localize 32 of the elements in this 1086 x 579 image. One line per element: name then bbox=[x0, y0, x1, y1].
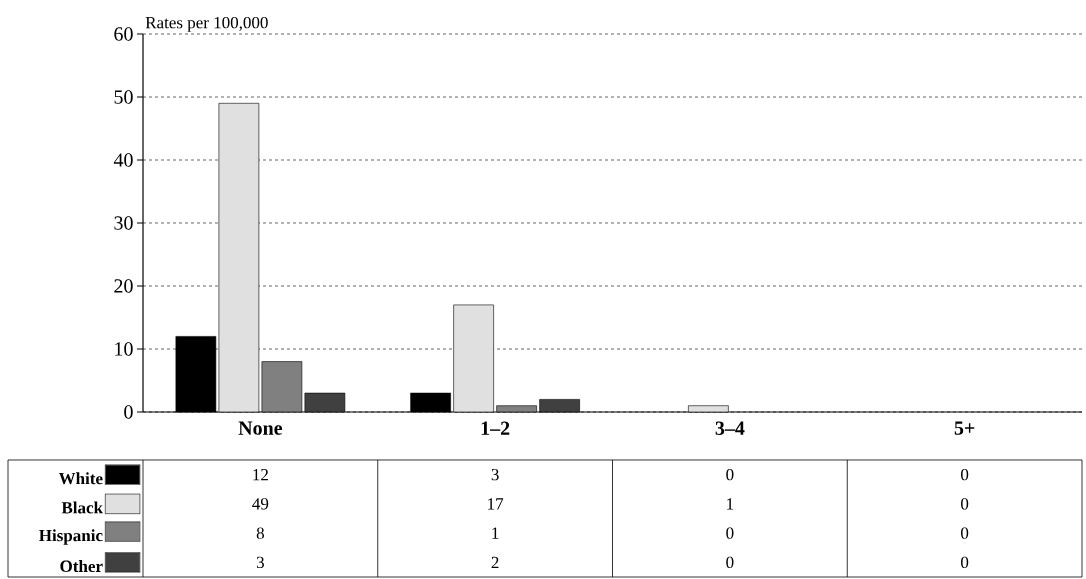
legend-label: Hispanic bbox=[39, 529, 103, 545]
y-tick-label: 0 bbox=[124, 405, 133, 419]
data-label: 0 bbox=[726, 527, 734, 539]
y-tick-label: 60 bbox=[114, 27, 133, 41]
data-label: 3 bbox=[491, 468, 499, 481]
x-tick-label: 1–2 bbox=[481, 421, 510, 435]
data-label: 0 bbox=[726, 468, 734, 481]
y-tick-label: 10 bbox=[115, 342, 133, 356]
y-tick-label: 40 bbox=[113, 153, 133, 167]
data-label: 3 bbox=[256, 556, 264, 569]
legend-label: Black bbox=[61, 501, 103, 514]
data-label: 49 bbox=[252, 498, 269, 510]
data-label: 0 bbox=[961, 468, 969, 481]
data-label: 0 bbox=[726, 556, 734, 569]
y-axis-title: Rates per 100,000 bbox=[145, 16, 268, 32]
data-label: 0 bbox=[961, 527, 969, 539]
y-tick-label: 20 bbox=[114, 279, 133, 293]
legend-label: White bbox=[58, 472, 103, 485]
y-tick-label: 50 bbox=[114, 90, 133, 104]
x-tick-label: 3–4 bbox=[715, 421, 745, 435]
data-label: 12 bbox=[253, 468, 268, 481]
x-tick-label: 5+ bbox=[954, 421, 975, 435]
y-tick-label: 30 bbox=[114, 216, 133, 230]
data-label: 8 bbox=[256, 527, 264, 539]
data-label: 1 bbox=[727, 498, 734, 510]
data-label: 0 bbox=[961, 556, 969, 569]
x-tick-label: None bbox=[238, 421, 283, 435]
legend-label: Other bbox=[60, 560, 103, 573]
data-label: 17 bbox=[488, 498, 504, 510]
data-label: 0 bbox=[961, 498, 969, 510]
data-label: 2 bbox=[491, 556, 499, 568]
data-label: 1 bbox=[492, 527, 499, 539]
